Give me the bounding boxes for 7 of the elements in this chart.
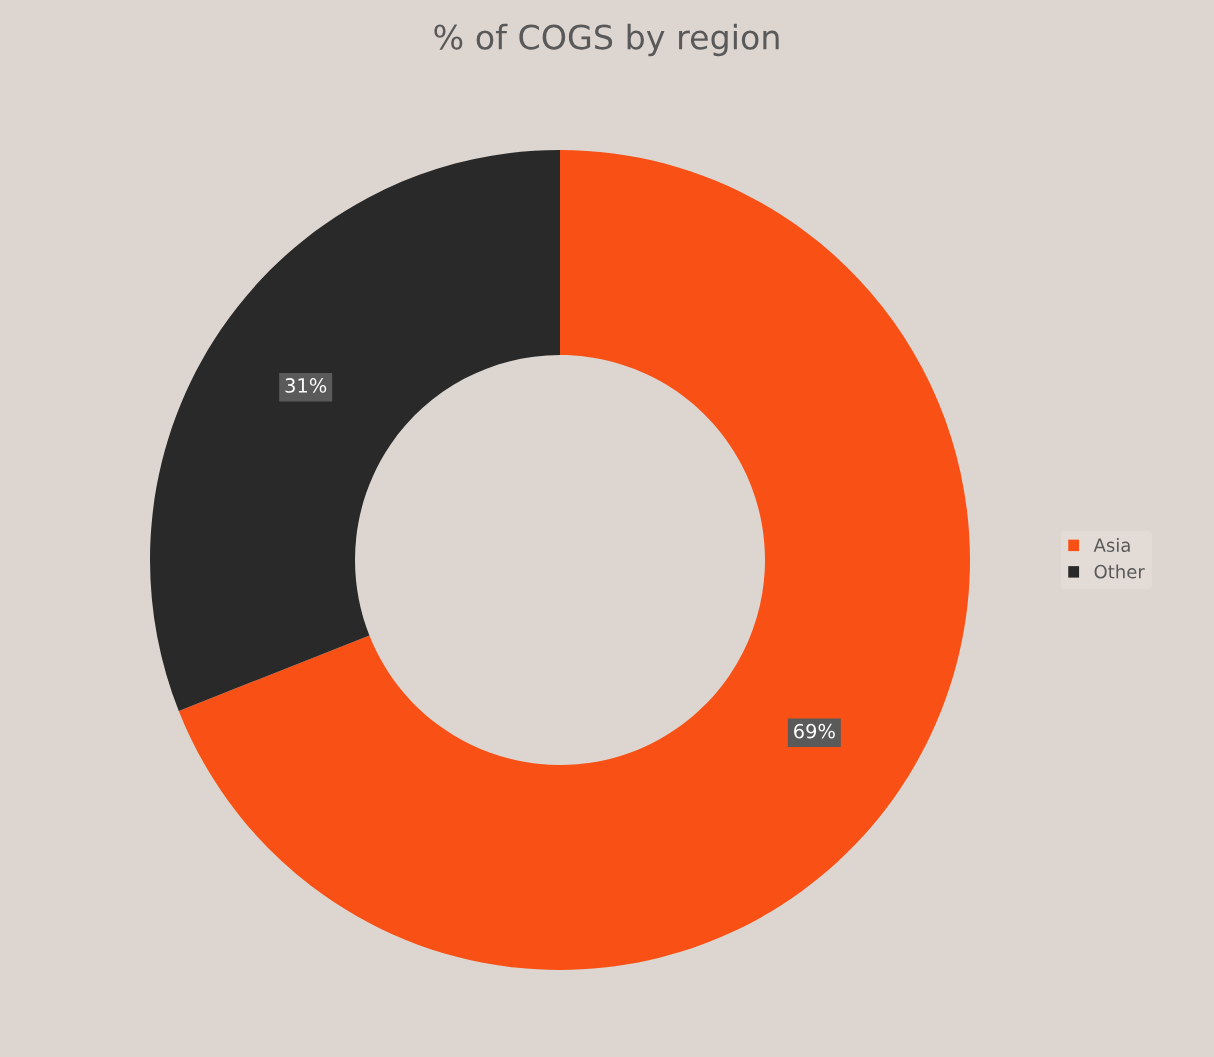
- donut-slice: [178, 150, 970, 970]
- chart-title: % of COGS by region: [434, 23, 779, 57]
- legend-label: Other: [1094, 564, 1145, 579]
- donut-slice: [150, 150, 560, 711]
- data-label: 69%: [794, 723, 835, 739]
- legend-label: Asia: [1093, 538, 1130, 552]
- data-label: 31%: [285, 378, 327, 393]
